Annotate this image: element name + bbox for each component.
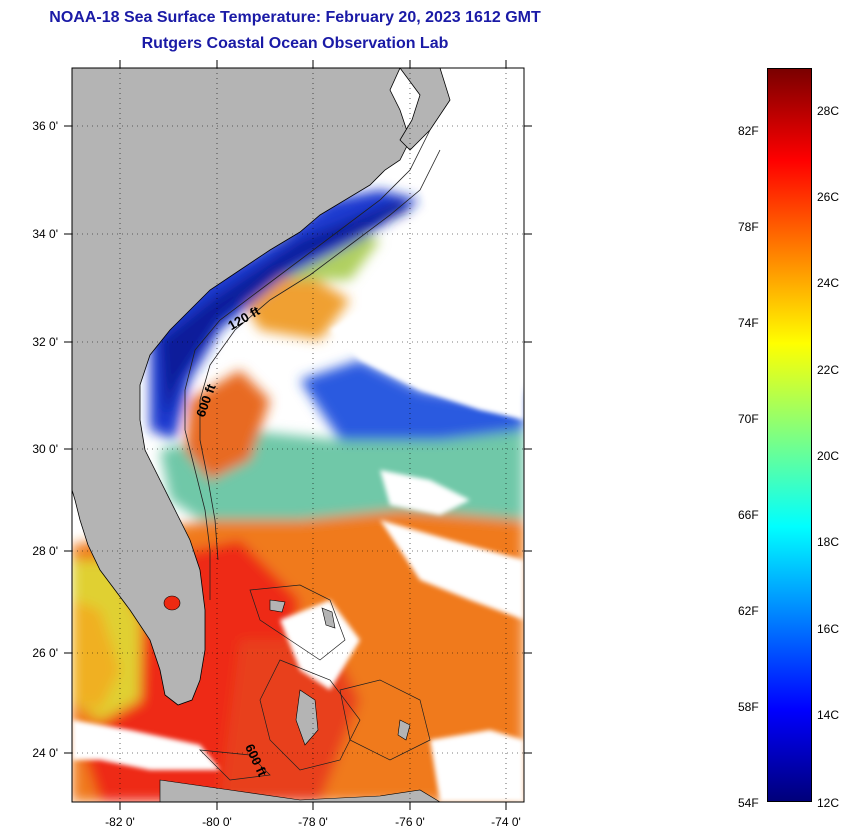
lat-label: 34 0' bbox=[32, 227, 58, 241]
lon-label: -76 0' bbox=[395, 815, 425, 829]
depth-contours bbox=[184, 129, 441, 600]
colorbar-c-label: 20C bbox=[817, 449, 840, 463]
colorbar-f-label: 74F bbox=[738, 316, 759, 330]
colorbar-f-label: 78F bbox=[738, 220, 759, 234]
colorbar-c-label: 12C bbox=[817, 796, 840, 810]
lake-okeechobee bbox=[163, 595, 181, 611]
cloud-cover bbox=[72, 150, 524, 802]
lat-label: 28 0' bbox=[32, 544, 58, 558]
colorbar-c-label: 28C bbox=[817, 104, 840, 118]
land-mass bbox=[72, 68, 411, 706]
colorbar-f-label: 58F bbox=[738, 700, 759, 714]
colorbar-c-label: 16C bbox=[817, 622, 840, 636]
map-frame bbox=[71, 67, 525, 803]
lon-label: -74 0' bbox=[491, 815, 521, 829]
map-area bbox=[72, 68, 524, 802]
colorbar-f-label: 62F bbox=[738, 604, 759, 618]
lat-label: 26 0' bbox=[32, 646, 58, 660]
map-ticks bbox=[64, 60, 532, 810]
lat-label: 30 0' bbox=[32, 442, 58, 456]
lon-label: -80 0' bbox=[202, 815, 232, 829]
colorbar-f-label: 66F bbox=[738, 508, 759, 522]
colorbar-c-label: 24C bbox=[817, 276, 840, 290]
bahamas-bank-contours bbox=[199, 584, 431, 781]
map-subtitle: Rutgers Coastal Ocean Observation Lab bbox=[141, 35, 449, 52]
lat-label: 36 0' bbox=[32, 119, 58, 133]
colorbar-c-label: 18C bbox=[817, 535, 840, 549]
lon-label: -78 0' bbox=[298, 815, 328, 829]
outer-banks bbox=[399, 68, 451, 151]
map-title: NOAA-18 Sea Surface Temperature: Februar… bbox=[49, 9, 541, 26]
lon-label: -82 0' bbox=[105, 815, 135, 829]
colorbar-f-label: 54F bbox=[738, 796, 759, 810]
bahamas-islands bbox=[269, 599, 411, 746]
colorbar-c-label: 14C bbox=[817, 708, 840, 722]
colorbar-c-label: 26C bbox=[817, 190, 840, 204]
map-grid bbox=[72, 68, 524, 802]
temperature-colorbar bbox=[767, 68, 812, 802]
lat-label: 32 0' bbox=[32, 335, 58, 349]
colorbar-f-label: 70F bbox=[738, 412, 759, 426]
colorbar-c-label: 22C bbox=[817, 363, 840, 377]
cuba-coast bbox=[159, 779, 441, 802]
lat-label: 24 0' bbox=[32, 746, 58, 760]
colorbar-f-label: 82F bbox=[738, 124, 759, 138]
